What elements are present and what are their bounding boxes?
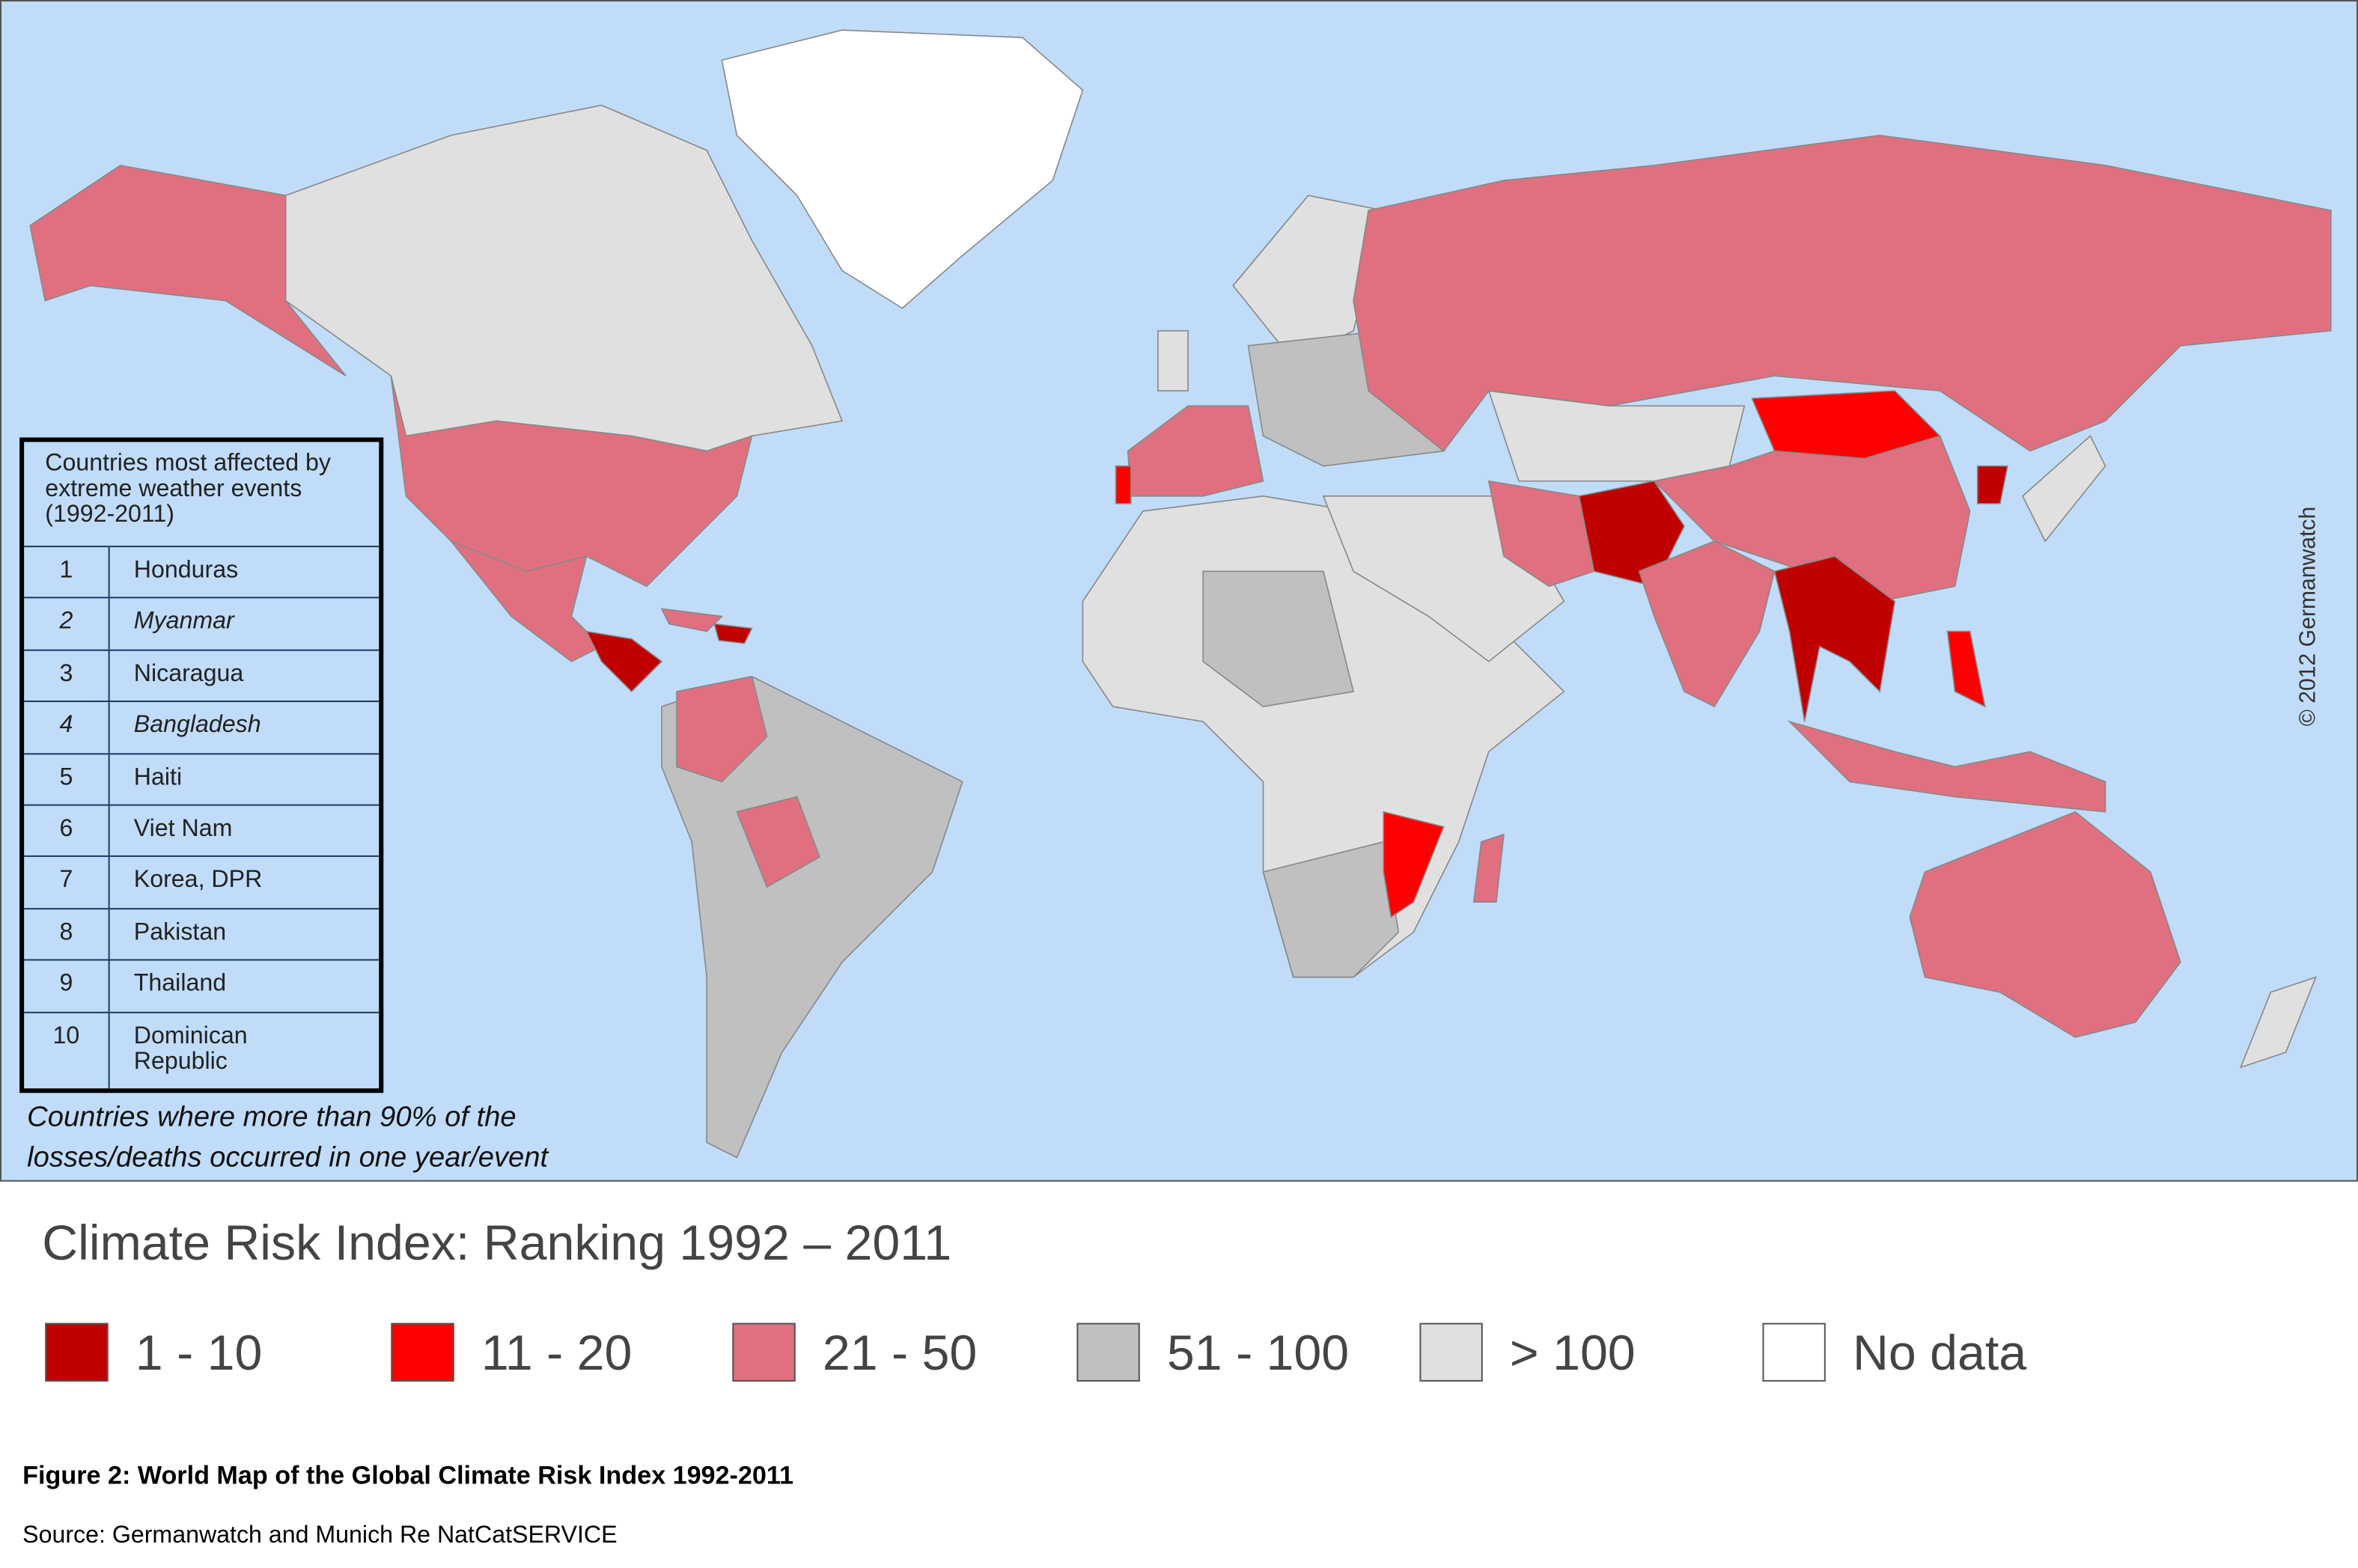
country-shape [721,29,1084,309]
rank: 7 [24,857,110,908]
legend-swatch [1076,1323,1140,1382]
country-shape [1578,480,1685,588]
table-row: 2 Myanmar [24,599,380,651]
country-shape [585,630,663,693]
world-map [0,0,2358,1182]
country: Nicaragua [133,661,244,687]
country-shape [1157,330,1189,392]
country: Haiti [133,764,183,790]
country: Viet Nam [133,816,233,842]
country-shape [29,165,347,376]
legend-item: 21 - 50 [732,1323,977,1382]
country-shape [1946,630,1986,708]
rank: 4 [24,702,110,753]
country-shape [713,623,753,644]
legend-swatch [1419,1323,1483,1382]
note: Countries where more than 90% of the los… [27,1102,549,1174]
country-shape [1202,570,1355,707]
copyright: © 2012 Germanwatch [2295,506,2321,727]
legend-swatch [391,1323,454,1382]
country: Dominican Republic [133,1022,248,1075]
country-shape [676,675,768,783]
legend-item: 51 - 100 [1076,1323,1349,1382]
table-body: 1 Honduras 2 Myanmar 3 Nicaragua 4 Bangladesh 5 H… [24,547,380,1088]
table-row: 1 Honduras [24,547,380,600]
table-row: 10 Dominican Republic [24,1012,379,1088]
rank: 2 [24,599,110,650]
rank: 9 [24,960,110,1011]
table-row: 7 Korea, DPR [24,857,380,909]
country-shape [1115,465,1132,504]
country-shape [661,676,963,1159]
legend-item: > 100 [1419,1323,1636,1382]
table-row: 6 Viet Nam [24,805,380,858]
rank: 3 [24,650,110,701]
country: Myanmar [133,609,234,635]
country: Thailand [133,971,227,997]
legend-label: 51 - 100 [1166,1323,1350,1379]
country-shape [736,796,820,888]
caption: Figure 2: World Map of the Global Climat… [22,1461,794,1490]
legend-item: 1 - 10 [45,1323,262,1382]
legend-item: No data [1762,1323,2026,1382]
legend-label: 21 - 50 [822,1323,978,1379]
country-shape [1472,833,1505,903]
country-shape [1976,465,2008,504]
country-shape [1773,555,1896,722]
table-row: 3 Nicaragua [24,650,380,703]
legend-label: No data [1852,1323,2027,1379]
rank: 10 [24,1012,110,1088]
country-shape [1653,435,1971,603]
country: Bangladesh [133,713,261,739]
country-shape [1638,540,1776,708]
country: Korea, DPR [133,867,263,894]
legend-label: > 100 [1509,1323,1636,1379]
country-shape [1487,480,1595,588]
rank: 8 [24,909,110,960]
ranking-table: Countries most affected by extreme weath… [19,437,384,1093]
legend-swatch [732,1323,796,1382]
legend-item: 11 - 20 [391,1323,632,1382]
legend-swatch [1762,1323,1826,1382]
country-shape [660,608,724,632]
legend-title: Climate Risk Index: Ranking 1992 – 2011 [42,1214,952,1271]
table-header: Countries most affected by extreme weath… [24,442,380,548]
country: Honduras [133,558,239,584]
table-row: 8 Pakistan [24,909,380,961]
country-shape [1909,811,2181,1038]
rank: 5 [24,754,110,805]
legend-label: 11 - 20 [481,1323,633,1379]
country: Pakistan [133,919,227,945]
country-shape [1262,841,1400,978]
country-shape [1353,134,2332,452]
table-row: 4 Bangladesh [24,702,380,754]
country-shape [2021,435,2106,543]
table-row: 5 Haiti [24,754,380,806]
rank: 1 [24,547,110,598]
country-shape [2239,976,2318,1069]
table-row: 9 Thailand [24,960,380,1013]
legend-label: 1 - 10 [135,1323,263,1379]
country-shape [1787,720,2106,813]
country-shape [1383,811,1445,918]
rank: 6 [24,805,110,856]
legend-swatch [45,1323,109,1382]
source: Source: Germanwatch and Munich Re NatCat… [22,1522,618,1549]
